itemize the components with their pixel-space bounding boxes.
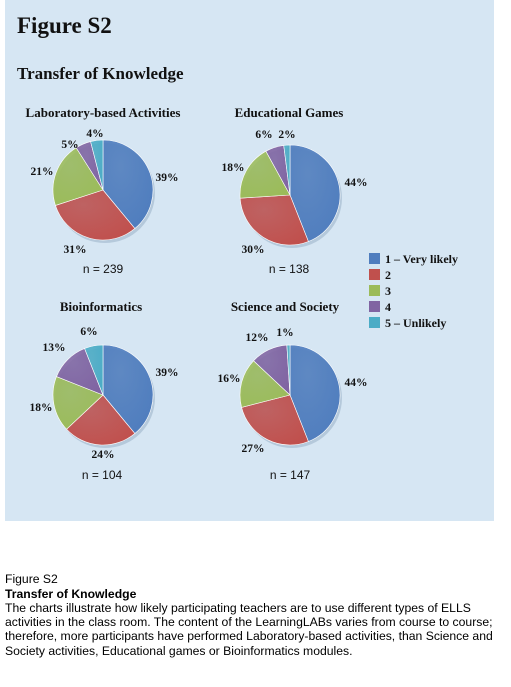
- pie-data-label: 39%: [156, 172, 179, 184]
- pie-data-label: 18%: [30, 402, 53, 414]
- pie-data-label: 39%: [156, 367, 179, 379]
- pie-data-label: 18%: [222, 162, 245, 174]
- caption-title: Transfer of Knowledge: [5, 587, 137, 601]
- pie-title: Educational Games: [235, 105, 344, 120]
- pie-title: Bioinformatics: [60, 299, 142, 314]
- pie-slice: [52, 376, 104, 430]
- pie-slice: [52, 147, 104, 206]
- caption-figure-label: Figure S2: [5, 572, 58, 586]
- pie-slice: [283, 144, 291, 196]
- legend-swatch: [369, 269, 380, 280]
- pie-data-label: 30%: [242, 244, 265, 256]
- pie-slice: [239, 360, 291, 408]
- pie-data-label: 13%: [43, 342, 66, 354]
- pie-data-label: 2%: [278, 129, 295, 141]
- pie-data-label: 27%: [242, 443, 265, 455]
- pie-slice: [239, 150, 291, 199]
- caption-body: The charts illustrate how likely partici…: [5, 601, 493, 658]
- pie-slice: [84, 344, 104, 396]
- pie-title: Laboratory-based Activities: [26, 105, 181, 120]
- pie-slice: [289, 344, 341, 442]
- pie-n-label: n = 104: [82, 468, 123, 482]
- pie-data-label: 21%: [31, 166, 54, 178]
- pie-slice: [90, 139, 104, 191]
- legend-swatch: [369, 301, 380, 312]
- pie-slice: [102, 139, 154, 229]
- pie-data-label: 5%: [61, 139, 78, 151]
- pie-data-label: 44%: [345, 177, 368, 189]
- pie-title: Science and Society: [231, 299, 340, 314]
- pie-n-label: n = 147: [270, 468, 311, 482]
- pie-slice: [55, 189, 136, 241]
- legend-swatch: [369, 285, 380, 296]
- figure-title: Figure S2: [17, 13, 112, 38]
- legend-label: 4: [385, 300, 391, 314]
- pie-data-label: 6%: [255, 129, 272, 141]
- pie-slice: [241, 394, 309, 446]
- pie-n-label: n = 239: [83, 262, 124, 276]
- pie-data-label: 12%: [246, 332, 269, 344]
- pie-slice: [239, 194, 309, 246]
- legend-swatch: [369, 317, 380, 328]
- legend-label: 2: [385, 268, 391, 282]
- pie-data-label: 44%: [345, 377, 368, 389]
- legend-swatch: [369, 253, 380, 264]
- pie-data-label: 16%: [218, 373, 241, 385]
- pie-slice: [102, 344, 154, 434]
- pie-data-label: 6%: [80, 326, 97, 338]
- pie-slice: [66, 394, 136, 446]
- pie-data-label: 4%: [86, 128, 103, 140]
- legend-label: 1 – Very likely: [385, 252, 458, 266]
- pie-data-label: 24%: [92, 449, 115, 461]
- legend-label: 3: [385, 284, 391, 298]
- pie-slice: [289, 144, 341, 242]
- chart-title: Transfer of Knowledge: [17, 64, 184, 83]
- pie-charts: Laboratory-based Activities39%31%21%5%4%…: [26, 105, 458, 482]
- pie-data-label: 31%: [64, 244, 87, 256]
- pie-n-label: n = 138: [269, 262, 310, 276]
- legend-label: 5 – Unlikely: [385, 316, 446, 330]
- pie-data-label: 1%: [276, 327, 293, 339]
- pie-slice: [286, 344, 291, 396]
